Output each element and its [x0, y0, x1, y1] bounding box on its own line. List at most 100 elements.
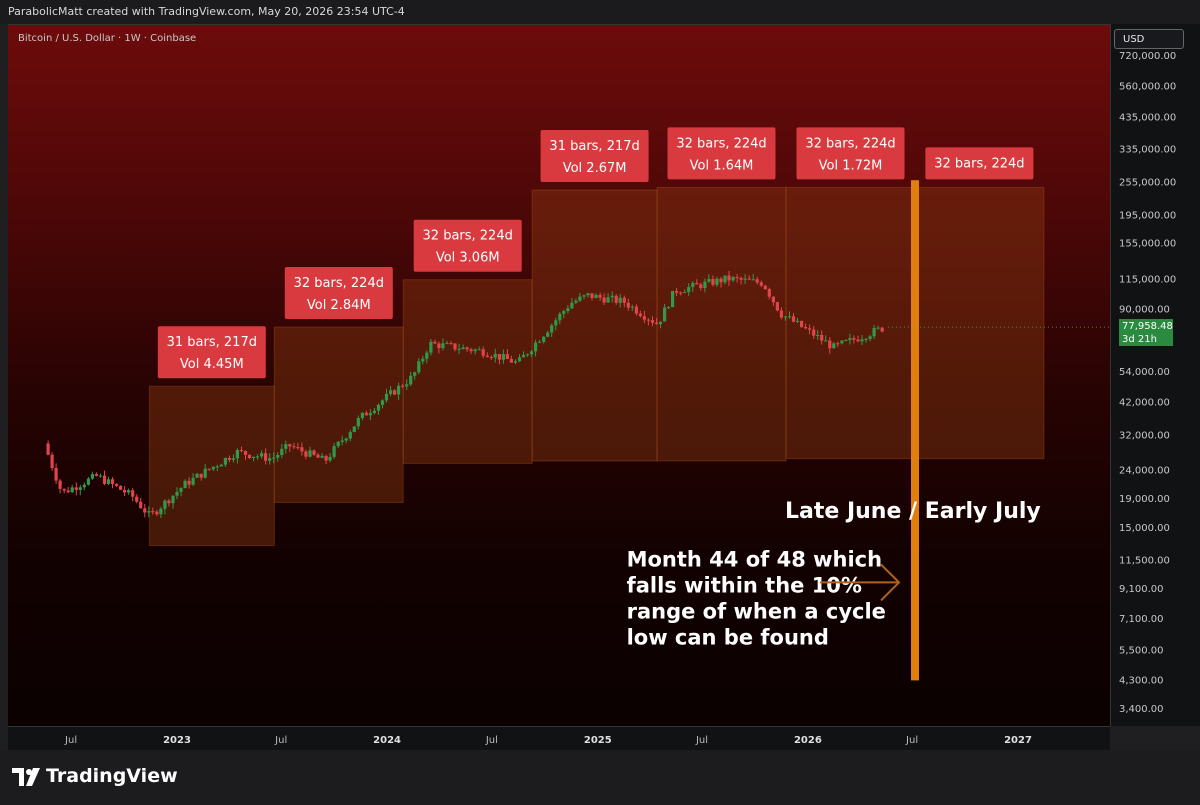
candle — [376, 404, 381, 411]
date-range-box[interactable] — [273, 326, 404, 503]
time-axis[interactable]: Jul 2023 Jul 2024 Jul 2025 Jul 2026 Jul 2027 — [8, 726, 1110, 751]
candle — [650, 320, 655, 323]
candle — [546, 332, 550, 337]
candle — [872, 328, 876, 337]
candle — [687, 287, 691, 292]
chart-pane[interactable]: 31 bars, 217d Vol 4.45M 32 bars, 224d Vol 2… — [8, 24, 1110, 727]
candle — [211, 466, 215, 470]
candle — [389, 390, 393, 394]
price-tick-label: 560,000.00 — [1119, 82, 1176, 93]
candle — [393, 390, 397, 395]
candle — [594, 295, 598, 299]
candle — [743, 278, 747, 280]
candle — [461, 347, 465, 350]
date-range-box[interactable] — [148, 385, 275, 547]
date-range-label — [157, 326, 266, 379]
date-range-box[interactable] — [402, 279, 533, 464]
header-caption-bar: ParabolicMatt created with TradingView.c… — [0, 0, 1200, 24]
candle — [106, 479, 111, 484]
candle — [723, 275, 727, 283]
cycle-note-line: low can be found — [627, 625, 829, 649]
price-tick-label: 24,000.00 — [1119, 466, 1170, 477]
candle — [449, 343, 453, 345]
chart-canvas[interactable]: 31 bars, 217d Vol 4.45M 32 bars, 224d Vol 2… — [8, 25, 1110, 727]
candle — [820, 335, 824, 341]
candle — [292, 446, 296, 448]
range-bars-text: 31 bars, 217d — [549, 139, 639, 154]
candle — [372, 410, 376, 413]
candle — [683, 292, 687, 293]
candle — [199, 473, 203, 478]
currency-button[interactable]: USD — [1114, 29, 1184, 49]
range-volume-text: Vol 2.84M — [307, 298, 371, 313]
candle — [58, 480, 62, 489]
candle — [747, 278, 751, 280]
candle — [598, 295, 602, 298]
date-range-box[interactable] — [656, 186, 787, 462]
time-tick-label: Jul — [64, 735, 77, 746]
date-range-box[interactable] — [785, 186, 916, 460]
candle — [90, 474, 94, 479]
candle — [864, 338, 868, 340]
candle — [856, 339, 860, 342]
range-bars-text: 32 bars, 224d — [294, 276, 384, 291]
tradingview-logo-icon — [12, 768, 40, 786]
candle — [135, 496, 139, 502]
candle — [654, 322, 659, 325]
candle — [469, 349, 473, 352]
price-axis[interactable]: 720,000.00 560,000.00 435,000.00 335,000.00… — [1110, 24, 1200, 726]
candle — [123, 489, 127, 493]
candle — [622, 297, 626, 303]
price-tick-label: 435,000.00 — [1119, 112, 1176, 123]
candle — [175, 491, 179, 496]
last-price-tag: 77,958.48 3d 21h — [1119, 319, 1173, 346]
candle — [340, 440, 344, 442]
tradingview-brand: TradingView — [46, 765, 178, 787]
range-volume-text: Vol 4.45M — [180, 357, 244, 372]
candle — [658, 321, 663, 325]
candle — [348, 432, 352, 439]
candle — [465, 347, 469, 350]
candle — [501, 354, 505, 360]
candle — [163, 500, 167, 509]
date-range-label — [284, 267, 393, 319]
last-price-value: 77,958.48 — [1122, 321, 1173, 332]
candle — [280, 448, 284, 455]
candle — [642, 316, 646, 320]
candle — [308, 450, 312, 457]
candle — [711, 279, 715, 285]
candle — [542, 336, 546, 342]
price-tick-label: 32,000.00 — [1119, 431, 1170, 442]
candle — [618, 297, 622, 303]
date-range-label — [925, 147, 1034, 180]
price-tick-label: 155,000.00 — [1119, 238, 1176, 249]
date-range-box[interactable] — [914, 186, 1045, 460]
candle — [433, 341, 437, 344]
candle — [231, 458, 235, 460]
candle — [409, 375, 413, 385]
candle — [336, 441, 340, 447]
candle — [284, 444, 288, 449]
candle — [413, 372, 417, 376]
annotations: 31 bars, 217d Vol 4.45M 32 bars, 224d Vol 2… — [157, 127, 1110, 681]
candle — [151, 511, 155, 513]
candle — [304, 451, 308, 457]
candle — [243, 451, 248, 455]
price-tick-label: 4,300.00 — [1119, 675, 1164, 686]
candle — [179, 488, 183, 492]
candle — [860, 339, 864, 342]
candle — [46, 443, 50, 455]
price-tick-label: 255,000.00 — [1119, 178, 1176, 189]
candle — [852, 338, 856, 340]
cycle-low-vertical-line[interactable] — [911, 180, 919, 681]
candle — [260, 453, 264, 457]
candle — [727, 275, 731, 281]
candle — [54, 468, 58, 481]
candle — [98, 475, 102, 477]
date-range-label — [667, 127, 776, 180]
candle — [215, 466, 219, 468]
candle — [699, 284, 703, 288]
time-tick-label: Jul — [274, 735, 287, 746]
candle — [824, 340, 828, 342]
candle — [191, 477, 195, 485]
